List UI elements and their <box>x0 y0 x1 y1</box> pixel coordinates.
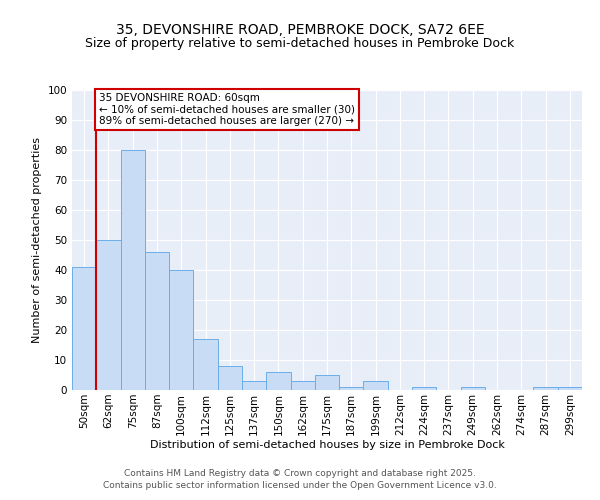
Bar <box>266 372 290 390</box>
Text: Contains public sector information licensed under the Open Government Licence v3: Contains public sector information licen… <box>103 481 497 490</box>
X-axis label: Distribution of semi-detached houses by size in Pembroke Dock: Distribution of semi-detached houses by … <box>149 440 505 450</box>
Bar <box>461 387 485 390</box>
Text: 35 DEVONSHIRE ROAD: 60sqm
← 10% of semi-detached houses are smaller (30)
89% of : 35 DEVONSHIRE ROAD: 60sqm ← 10% of semi-… <box>99 93 355 126</box>
Bar <box>145 252 169 390</box>
Bar <box>315 375 339 390</box>
Bar <box>558 387 582 390</box>
Bar <box>121 150 145 390</box>
Bar <box>339 387 364 390</box>
Y-axis label: Number of semi-detached properties: Number of semi-detached properties <box>32 137 42 343</box>
Bar <box>96 240 121 390</box>
Bar <box>533 387 558 390</box>
Bar <box>193 339 218 390</box>
Bar <box>412 387 436 390</box>
Bar <box>242 381 266 390</box>
Text: Size of property relative to semi-detached houses in Pembroke Dock: Size of property relative to semi-detach… <box>85 38 515 51</box>
Bar <box>364 381 388 390</box>
Bar <box>72 267 96 390</box>
Bar <box>218 366 242 390</box>
Bar <box>290 381 315 390</box>
Bar <box>169 270 193 390</box>
Text: Contains HM Land Registry data © Crown copyright and database right 2025.: Contains HM Land Registry data © Crown c… <box>124 468 476 477</box>
Text: 35, DEVONSHIRE ROAD, PEMBROKE DOCK, SA72 6EE: 35, DEVONSHIRE ROAD, PEMBROKE DOCK, SA72… <box>116 22 484 36</box>
